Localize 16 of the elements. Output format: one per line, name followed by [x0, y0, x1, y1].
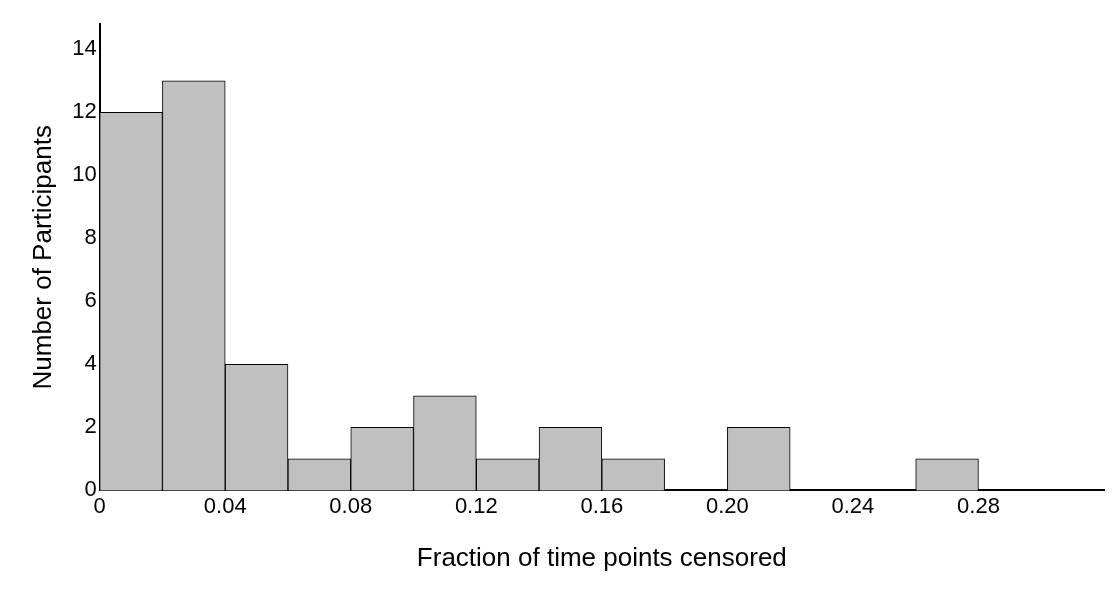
y-tick-label: 2 [84, 413, 97, 439]
x-tick-label: 0.12 [454, 492, 498, 518]
y-tick-label: 4 [84, 350, 97, 376]
y-tick-label: 8 [84, 224, 97, 250]
x-tick-label: 0.24 [831, 492, 875, 518]
x-tick-label: 0.20 [705, 492, 749, 518]
y-axis-title: Number of Participants [26, 125, 57, 390]
x-tick-label: 0.28 [957, 492, 1000, 518]
y-tick-label: 12 [72, 98, 97, 124]
y-tick-label: 14 [72, 35, 97, 61]
x-tick-label: 0.08 [329, 492, 373, 518]
x-tick-label: 0.04 [203, 492, 247, 518]
y-tick-label: 10 [72, 161, 97, 187]
x-tick-label: 0.16 [580, 492, 624, 518]
x-axis-title: Fraction of time points censored [416, 541, 787, 572]
y-tick-label: 6 [84, 287, 97, 313]
